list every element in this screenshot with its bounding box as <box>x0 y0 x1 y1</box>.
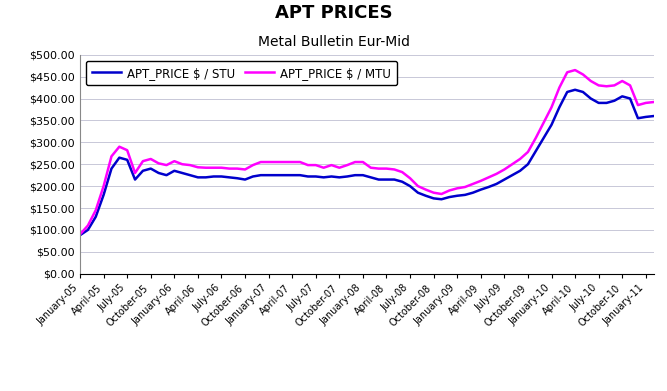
APT_PRICE $ / MTU <box>390 167 398 172</box>
Text: Metal Bulletin Eur-Mid: Metal Bulletin Eur-Mid <box>257 35 410 49</box>
Legend: APT_PRICE $ / STU, APT_PRICE $ / MTU: APT_PRICE $ / STU, APT_PRICE $ / MTU <box>86 61 397 86</box>
APT_PRICE $ / MTU <box>76 232 84 237</box>
APT_PRICE $ / STU <box>201 175 209 180</box>
APT_PRICE $ / MTU <box>201 165 209 170</box>
APT_PRICE $ / MTU <box>650 100 658 104</box>
APT_PRICE $ / STU <box>76 233 84 237</box>
APT_PRICE $ / STU <box>650 114 658 118</box>
APT_PRICE $ / MTU <box>398 170 406 174</box>
APT_PRICE $ / STU <box>571 88 579 92</box>
APT_PRICE $ / MTU <box>194 165 202 170</box>
Line: APT_PRICE $ / STU: APT_PRICE $ / STU <box>80 90 654 235</box>
APT_PRICE $ / STU <box>265 173 273 178</box>
APT_PRICE $ / MTU <box>265 160 273 164</box>
APT_PRICE $ / STU <box>390 177 398 182</box>
APT_PRICE $ / STU <box>398 179 406 184</box>
APT_PRICE $ / STU <box>602 100 610 105</box>
Text: APT PRICES: APT PRICES <box>275 4 392 22</box>
APT_PRICE $ / MTU <box>602 84 610 89</box>
APT_PRICE $ / MTU <box>571 68 579 72</box>
APT_PRICE $ / STU <box>194 175 202 180</box>
Line: APT_PRICE $ / MTU: APT_PRICE $ / MTU <box>80 70 654 234</box>
